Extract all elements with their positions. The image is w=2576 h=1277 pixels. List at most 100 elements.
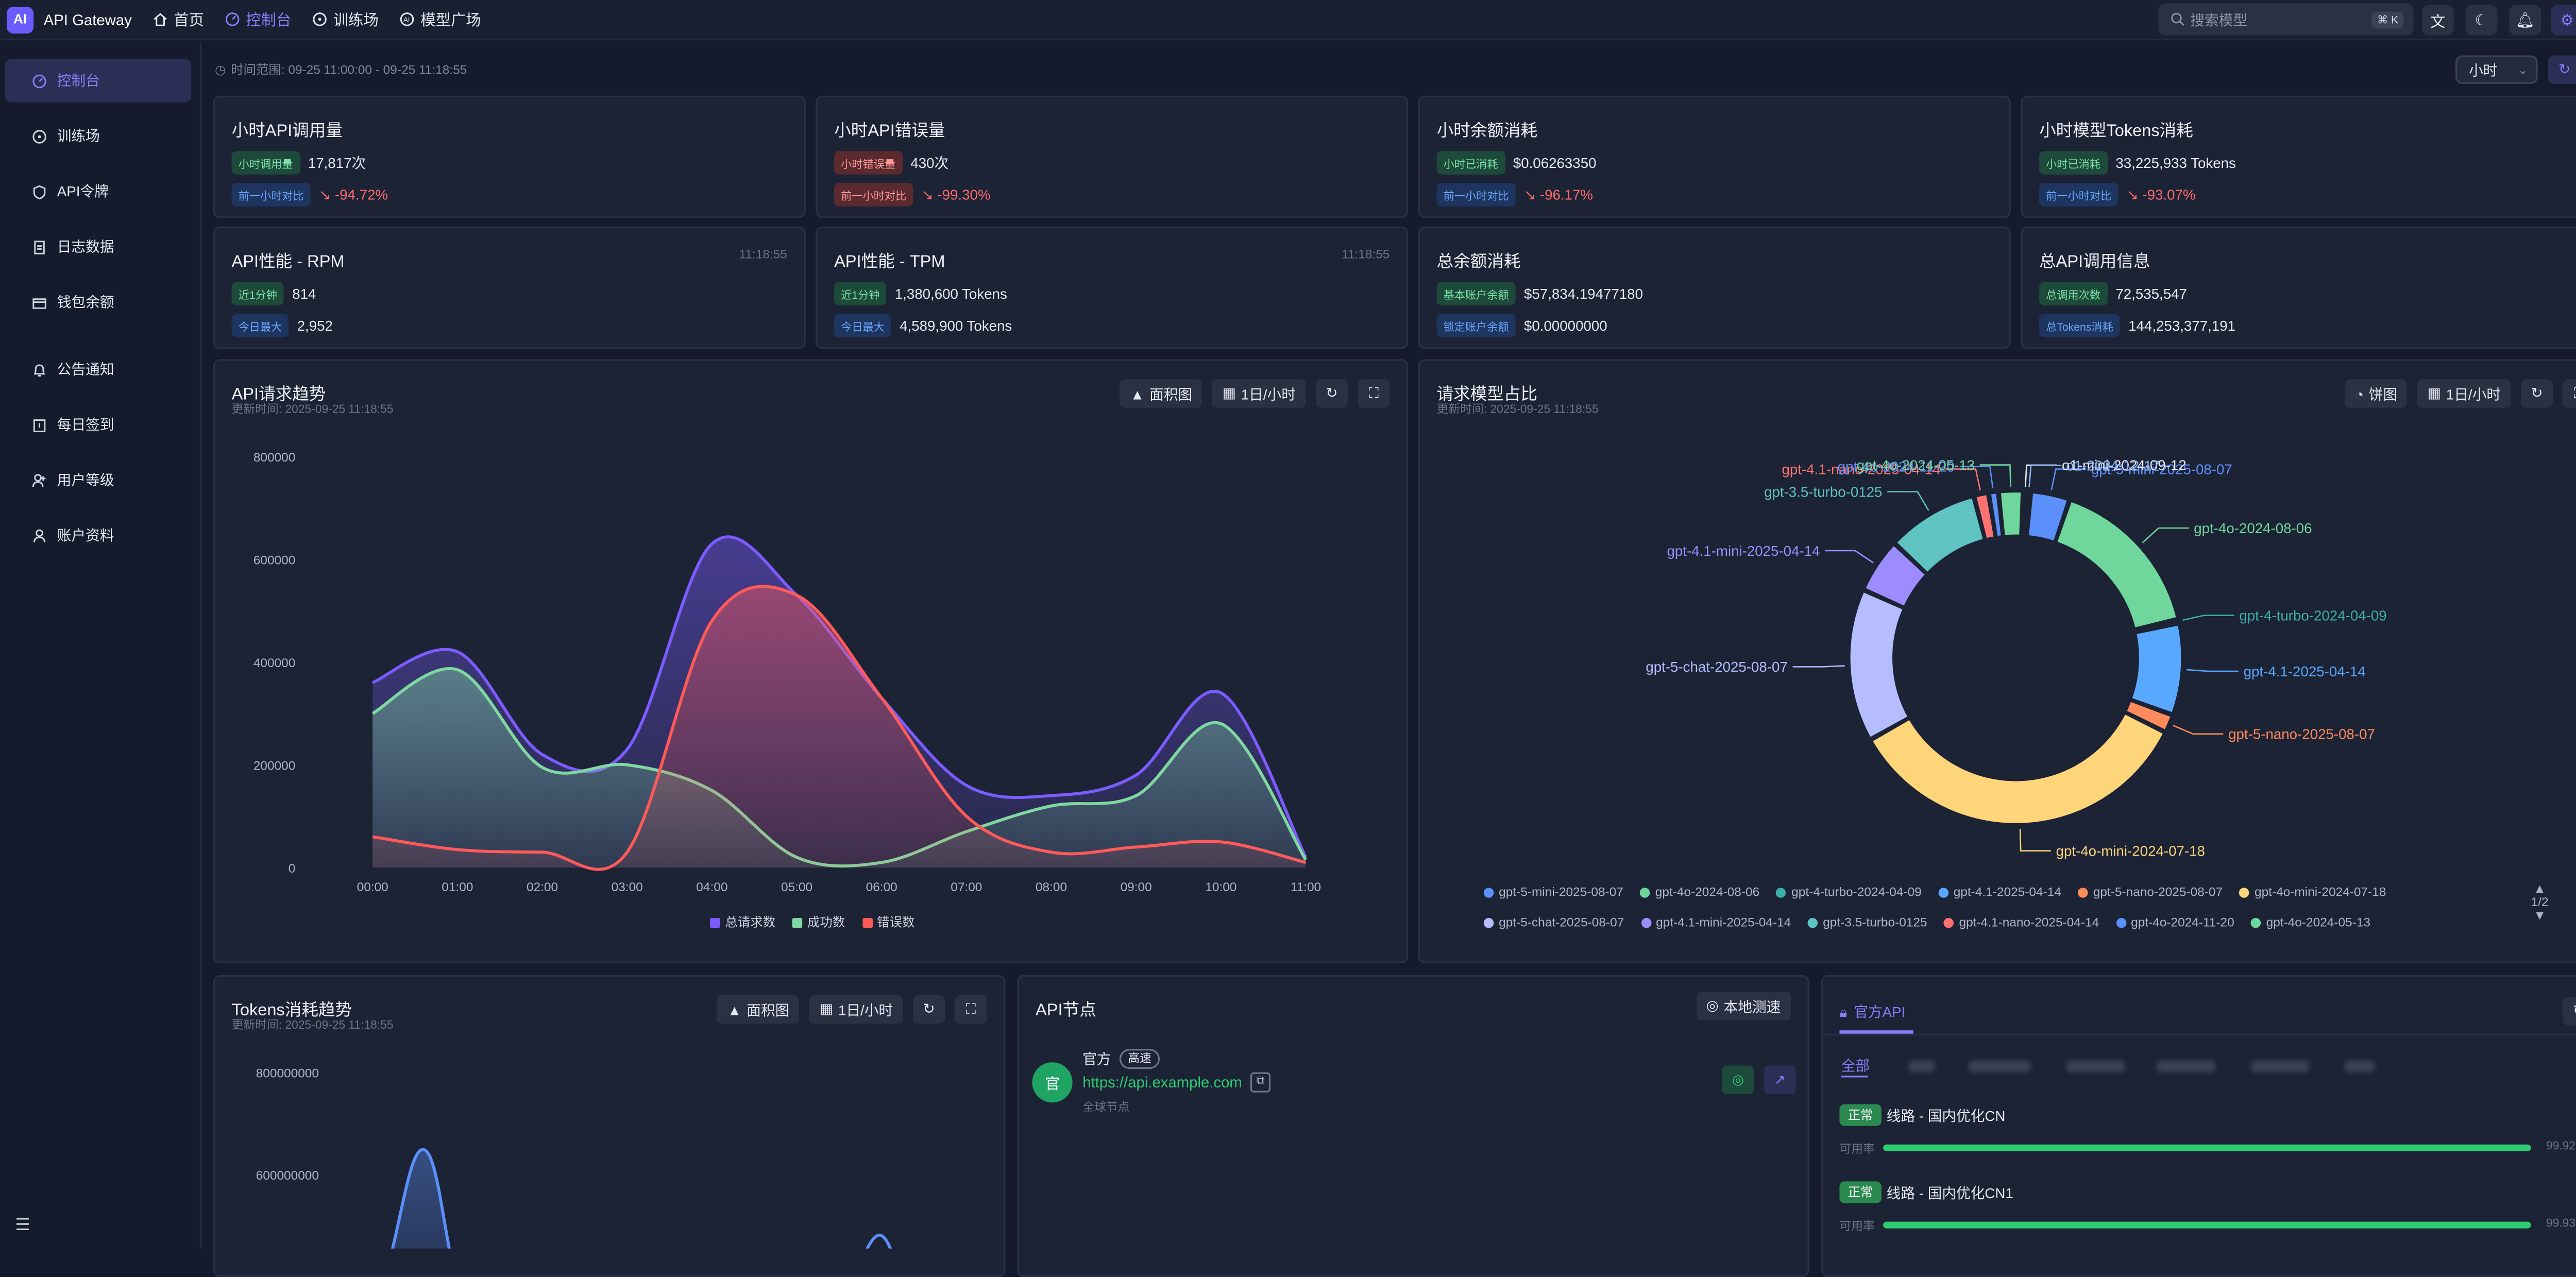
pie-legend-item[interactable]: gpt-4o-2024-05-13 <box>2251 914 2370 930</box>
nav-dashboard[interactable]: 控制台 <box>224 8 291 30</box>
pie-legend-item[interactable]: gpt-3.5-turbo-0125 <box>1807 914 1927 930</box>
stat-tag: 小时已消耗 <box>1436 151 1505 175</box>
app-title[interactable]: API Gateway <box>43 11 132 28</box>
filter-all[interactable]: 全部 <box>1841 1057 1870 1074</box>
notification-button[interactable]: 🔔︎ <box>2509 5 2541 36</box>
nav-models[interactable]: AI 模型广场 <box>399 8 481 30</box>
stat-value: 2,952 <box>297 317 333 334</box>
search-input[interactable]: 搜索模型 ⌘ K <box>2158 3 2414 36</box>
filter-tab[interactable] <box>2066 1060 2125 1072</box>
sidebar-item-profile[interactable]: 账户资料 <box>5 514 192 557</box>
range-button[interactable]: ▦ 1日/小时 <box>2417 379 2511 408</box>
stat-value: 430次 <box>910 154 949 172</box>
pager-down-icon[interactable]: ▼ <box>2533 908 2546 923</box>
pie-legend-item[interactable]: gpt-4-turbo-2024-04-09 <box>1776 884 1922 899</box>
sidebar-item-user-level[interactable]: 用户等级 <box>5 458 192 502</box>
x-tick-label: 05:00 <box>781 880 812 894</box>
node-open-button[interactable]: ↗ <box>1764 1065 1796 1095</box>
copy-icon[interactable]: ⧉ <box>1250 1072 1271 1093</box>
sidebar-item-playground[interactable]: 训练场 <box>5 114 192 158</box>
fullscreen-icon: ⛶ <box>965 1000 976 1017</box>
chart-type-button[interactable]: ▲ 面积图 <box>1120 379 1202 408</box>
line-name[interactable]: 线路 - 国内优化CN <box>1886 1108 2006 1125</box>
pie-slice <box>2134 620 2179 632</box>
nav-home[interactable]: 首页 <box>152 8 204 30</box>
filter-tab[interactable] <box>2250 1060 2310 1072</box>
sidebar-item-tokens[interactable]: API令牌 <box>5 169 192 213</box>
pie-legend-item[interactable]: gpt-5-chat-2025-08-07 <box>1483 914 1624 930</box>
fullscreen-button[interactable]: ⛶ <box>955 995 987 1024</box>
pie-legend-item[interactable]: gpt-4.1-nano-2025-04-14 <box>1944 914 2099 930</box>
pie-slice <box>2027 491 2069 543</box>
reload-chart-button[interactable]: ↻ <box>1316 379 1348 408</box>
fullscreen-button[interactable]: ⛶ <box>1358 379 1390 408</box>
node-url[interactable]: https://api.example.com <box>1082 1074 1242 1091</box>
lock-icon: 🔒︎ <box>1839 1002 1848 1020</box>
translate-button[interactable]: 文 <box>2421 5 2454 36</box>
fullscreen-button[interactable]: ⛶ <box>2563 379 2576 408</box>
filter-tab[interactable] <box>1969 1060 2031 1072</box>
pie-legend-item[interactable]: gpt-4o-2024-08-06 <box>1640 884 1759 899</box>
sidebar-item-dashboard[interactable]: 控制台 <box>5 59 192 103</box>
chart-type-button[interactable]: ▲ 面积图 <box>717 995 800 1024</box>
sidebar-item-wallet[interactable]: 钱包余额 <box>5 280 192 324</box>
legend-dot <box>2251 917 2261 927</box>
pager-up-icon[interactable]: ▲ <box>2533 881 2546 896</box>
legend-success[interactable]: 成功数 <box>792 913 845 931</box>
node-speed-button[interactable]: ◎ <box>1722 1065 1754 1095</box>
nav-dashboard-label: 控制台 <box>246 11 292 29</box>
legend-label: 错误数 <box>877 914 915 930</box>
pie-legend-item[interactable]: gpt-4.1-mini-2025-04-14 <box>1640 914 1791 930</box>
legend-label: gpt-4-turbo-2024-04-09 <box>1791 884 1922 900</box>
pie-leader-line <box>1825 550 1874 564</box>
stat-value: 17,817次 <box>308 154 366 172</box>
legend-total[interactable]: 总请求数 <box>710 913 775 931</box>
stat-tag: 小时错误量 <box>834 151 903 175</box>
range-label: 1日/小时 <box>2446 385 2501 402</box>
range-label: 1日/小时 <box>1241 385 1296 402</box>
app-logo[interactable]: AI <box>7 6 34 33</box>
pie-legend-item[interactable]: gpt-4.1-2025-04-14 <box>1938 884 2061 899</box>
reload-lines-button[interactable]: ↻ <box>2563 997 2576 1026</box>
pie-legend-item[interactable]: gpt-5-nano-2025-08-07 <box>2078 884 2223 899</box>
nav-playground[interactable]: 训练场 <box>312 8 379 30</box>
line-name[interactable]: 线路 - 国内优化CN1 <box>1886 1184 2013 1202</box>
range-button[interactable]: ▦ 1日/小时 <box>809 995 903 1024</box>
search-icon <box>2168 11 2185 28</box>
sidebar-item-checkin[interactable]: 每日签到 <box>5 403 192 447</box>
card-title: API性能 - RPM <box>231 253 345 272</box>
pie-label: gpt-3.5-turbo-0125 <box>1764 484 1882 500</box>
stat-tag: 前一小时对比 <box>231 183 311 207</box>
external-link-icon: ↗ <box>1774 1072 1786 1087</box>
legend-pager[interactable]: ▲ 1/2 ▼ <box>2531 881 2549 923</box>
sidebar-item-label: 账户资料 <box>57 526 114 544</box>
panel-title: API请求趋势 <box>231 386 326 405</box>
range-button[interactable]: ▦ 1日/小时 <box>1212 379 1306 408</box>
sidebar-item-announcements[interactable]: 公告通知 <box>5 347 192 391</box>
pie-legend-item[interactable]: gpt-4o-mini-2024-07-18 <box>2239 884 2386 899</box>
sidebar-item-logs[interactable]: 日志数据 <box>5 225 192 269</box>
chart-type-button[interactable]: ◔ 饼图 <box>2345 379 2408 408</box>
refresh-button[interactable]: ↻ 刷新 <box>2548 55 2576 84</box>
filter-tab[interactable] <box>2157 1060 2216 1072</box>
sidebar-item-label: 钱包余额 <box>57 294 114 311</box>
filter-tab[interactable] <box>2345 1060 2375 1072</box>
pie-legend-item[interactable]: gpt-5-mini-2025-08-07 <box>1483 884 1623 899</box>
reload-chart-button[interactable]: ↻ <box>2521 379 2553 408</box>
panel-updated: 更新时间: 2025-09-25 11:18:55 <box>1436 404 1599 416</box>
theme-toggle-button[interactable]: ☾ <box>2465 5 2498 36</box>
granularity-select[interactable]: 小时 ⌄ <box>2455 55 2538 84</box>
reload-chart-button[interactable]: ↻ <box>913 995 945 1024</box>
settings-button[interactable]: ⚙ <box>2551 5 2576 36</box>
legend-error[interactable]: 错误数 <box>861 913 915 931</box>
tab-official-api[interactable]: 🔒︎ 官方API <box>1839 1002 1905 1022</box>
pie-label: gpt-4-turbo-2024-04-09 <box>2239 607 2386 623</box>
collapse-sidebar-button[interactable]: ☰ <box>15 1217 30 1235</box>
pie-legend-item[interactable]: gpt-4o-2024-11-20 <box>2115 914 2234 930</box>
refresh-icon: ↻ <box>1326 384 1338 401</box>
speed-test-button[interactable]: ◎ 本地测速 <box>1696 992 1791 1020</box>
availability-label: 可用率 <box>1839 1144 1875 1156</box>
x-tick-label: 11:00 <box>1291 880 1321 894</box>
granularity-value: 小时 <box>2469 61 2498 78</box>
filter-tab[interactable] <box>1908 1060 1936 1072</box>
